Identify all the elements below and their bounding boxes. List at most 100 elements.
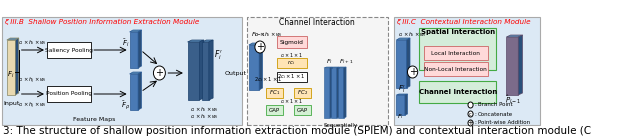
Bar [129, 32, 138, 68]
Bar [424, 62, 488, 76]
Text: c: c [469, 111, 472, 116]
Polygon shape [331, 67, 339, 68]
Bar [331, 68, 337, 118]
Text: 3: The structure of shallow position information extraction module (SPIEM) and c: 3: The structure of shallow position inf… [3, 126, 591, 136]
Text: $F_l$: $F_l$ [326, 58, 332, 66]
Circle shape [255, 41, 265, 53]
Text: $F_i^{\prime}$: $F_i^{\prime}$ [214, 48, 223, 62]
Bar [247, 17, 388, 125]
Polygon shape [202, 40, 213, 42]
Circle shape [408, 66, 418, 78]
Text: $c_i \times h_i \times w_i$: $c_i \times h_i \times w_i$ [398, 31, 427, 39]
Circle shape [468, 102, 473, 108]
Polygon shape [324, 67, 332, 68]
Polygon shape [15, 38, 19, 95]
Text: Output: Output [224, 71, 246, 75]
Text: ξ III.B  Shallow Position Information Extraction Module: ξ III.B Shallow Position Information Ext… [4, 19, 200, 25]
Bar [188, 42, 200, 100]
Text: Input: Input [3, 101, 19, 106]
Text: $F_{l+1}$: $F_{l+1}$ [339, 58, 354, 66]
Text: $2c_i \times 1 \times 1$: $2c_i \times 1 \times 1$ [277, 73, 306, 81]
Text: $c_i \times h_i \times w_i$: $c_i \times h_i \times w_i$ [190, 113, 219, 122]
Polygon shape [506, 35, 522, 37]
Bar [47, 42, 92, 58]
Bar [47, 86, 92, 102]
Bar [419, 28, 496, 70]
Circle shape [468, 111, 473, 117]
Bar [277, 58, 307, 68]
Text: +: + [408, 67, 417, 77]
Polygon shape [337, 67, 339, 118]
Text: $c_i \times 1 \times 1$: $c_i \times 1 \times 1$ [280, 52, 303, 60]
Bar [129, 74, 138, 110]
Text: :: : [475, 111, 477, 116]
Text: Spatial Interaction: Spatial Interaction [420, 29, 495, 35]
Bar [266, 105, 283, 115]
Text: Channel Interaction: Channel Interaction [419, 89, 497, 95]
Bar [7, 40, 15, 95]
Text: $c_i \times h_j \times w_i$: $c_i \times h_j \times w_i$ [18, 76, 47, 86]
Bar [419, 81, 496, 103]
Bar [294, 105, 311, 115]
Bar [394, 17, 540, 125]
Polygon shape [344, 67, 346, 118]
Bar [424, 46, 488, 60]
Text: $\hat{P}_{l-1}$: $\hat{P}_{l-1}$ [505, 94, 522, 106]
Bar [294, 88, 311, 98]
Text: +: + [156, 68, 163, 78]
Polygon shape [518, 35, 522, 95]
Text: Sigmoid: Sigmoid [280, 39, 303, 45]
Polygon shape [138, 30, 141, 68]
Bar [506, 37, 518, 95]
Text: $FC_2$: $FC_2$ [297, 89, 308, 97]
Polygon shape [259, 43, 262, 90]
Polygon shape [405, 94, 408, 115]
Polygon shape [396, 94, 408, 95]
Polygon shape [200, 40, 204, 100]
Text: Branch Point: Branch Point [478, 102, 513, 108]
Text: $F_i^{\prime}$: $F_i^{\prime}$ [399, 84, 406, 96]
Text: Position Pooling: Position Pooling [46, 92, 92, 96]
Text: Concatenate: Concatenate [478, 111, 513, 116]
Text: :: : [475, 102, 477, 108]
Polygon shape [396, 38, 410, 40]
Polygon shape [188, 40, 204, 42]
Text: Channel Interaction: Channel Interaction [279, 18, 355, 26]
Bar [277, 36, 307, 48]
Circle shape [154, 66, 165, 80]
Text: $c_i \times h_i \times w_i$: $c_i \times h_i \times w_i$ [190, 106, 219, 115]
Polygon shape [138, 72, 141, 110]
Circle shape [468, 120, 473, 126]
Bar [396, 40, 406, 88]
Polygon shape [7, 38, 19, 40]
Bar [266, 88, 283, 98]
Text: ξ III.C  Contextual Interaction Module: ξ III.C Contextual Interaction Module [396, 19, 531, 25]
Text: Saliency Pooling: Saliency Pooling [45, 47, 93, 52]
Polygon shape [129, 72, 141, 74]
Text: Feature Maps: Feature Maps [72, 117, 115, 122]
Text: Local Interaction: Local Interaction [431, 51, 479, 55]
Text: $\bar{F}_{\rho}$: $\bar{F}_{\rho}$ [121, 100, 130, 112]
Polygon shape [406, 38, 410, 88]
Text: $c_i \times h_j \times w_i$: $c_i \times h_j \times w_i$ [18, 101, 47, 111]
Polygon shape [330, 67, 332, 118]
Text: $c_i \times h_i \times w_i$: $c_i \times h_i \times w_i$ [18, 38, 47, 47]
Polygon shape [337, 67, 346, 68]
Bar [277, 72, 307, 82]
Text: $2c_i \times 1 \times 1$: $2c_i \times 1 \times 1$ [254, 76, 283, 84]
Text: Sequentially: Sequentially [324, 122, 358, 128]
Bar [249, 45, 259, 90]
Text: $rc_i$: $rc_i$ [287, 59, 296, 67]
Text: $F_i$: $F_i$ [8, 70, 15, 80]
Text: :: : [475, 121, 477, 125]
Polygon shape [209, 40, 213, 100]
Text: $F_i$: $F_i$ [397, 113, 404, 122]
Text: Non-Local Interaction: Non-Local Interaction [424, 66, 486, 72]
Text: GAP: GAP [297, 108, 308, 113]
Bar [396, 95, 405, 115]
Text: $F_{l-1}$: $F_{l-1}$ [252, 31, 266, 39]
Bar [324, 68, 330, 118]
Bar [2, 17, 242, 125]
Text: +: + [468, 120, 474, 126]
Bar [202, 42, 209, 100]
